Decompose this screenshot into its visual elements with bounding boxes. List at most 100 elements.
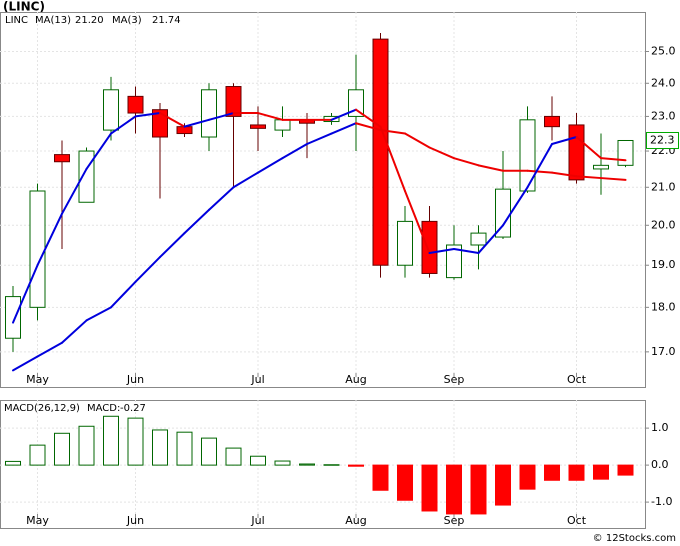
x-tick-label: Jun (126, 514, 144, 527)
ma-line-segment (159, 112, 186, 128)
x-tick-label: Jul (250, 373, 264, 386)
candle-body (54, 154, 70, 163)
chart-title: (LINC) (3, 0, 45, 14)
candle-body (593, 164, 609, 170)
ma-line-segment (208, 186, 235, 211)
y-tick-label: -1.0 (651, 495, 672, 508)
ma-line-segment (183, 208, 210, 235)
ma-line-segment (526, 169, 553, 174)
ma-line-segment (600, 177, 627, 181)
legend-value: 21.74 (152, 15, 181, 26)
ma-line-segment (428, 146, 455, 160)
ma-line-segment (12, 355, 39, 372)
legend-name: MA(13) (35, 15, 71, 26)
x-tick-label: Oct (567, 373, 587, 386)
legend-value: -0.27 (120, 403, 146, 414)
macd-bar (348, 464, 364, 467)
x-tick-label: Oct (567, 514, 587, 527)
candle-body (372, 38, 389, 266)
macd-bar (421, 464, 438, 512)
ma-line-segment (575, 175, 602, 180)
ma-line-segment (551, 171, 578, 178)
ma-line-segment (355, 108, 382, 128)
candle-body (397, 220, 413, 266)
ma-line-segment (159, 232, 186, 259)
y-tick-label: 17.0 (651, 345, 676, 358)
x-tick-label: May (26, 514, 49, 527)
macd-bar (103, 415, 119, 466)
macd-bar (299, 463, 315, 466)
macd-bar (544, 464, 560, 481)
ma-line-segment (477, 224, 504, 255)
x-tick-label: May (26, 373, 49, 386)
macd-bar (372, 464, 389, 491)
ma-line-segment (208, 112, 235, 121)
ma-line-segment (12, 264, 39, 324)
candle-body (201, 89, 217, 138)
ma-line-segment (134, 112, 161, 118)
y-tick-label: 18.0 (651, 300, 676, 313)
ma-line-segment (453, 157, 480, 167)
candle-body (5, 296, 21, 339)
ma-line-segment (330, 122, 357, 135)
ma-line-segment (477, 164, 504, 172)
ma-line-segment (85, 132, 112, 170)
y-tick-label: 21.0 (651, 180, 676, 193)
candle-body (225, 86, 242, 117)
ma-line-segment (110, 115, 137, 135)
candle-body (519, 119, 536, 192)
ma-line-segment (600, 157, 627, 162)
candle-body (250, 124, 266, 129)
macd-bar (250, 455, 266, 466)
candle-body (29, 190, 46, 308)
ma-line-segment (575, 136, 602, 160)
ma-line-segment (232, 171, 259, 189)
x-tick-label: Aug (345, 373, 366, 386)
x-tick-label: Sep (444, 514, 465, 527)
candle-body (470, 232, 487, 246)
ma-line-segment (257, 112, 284, 121)
macd-bar (323, 464, 340, 466)
ma-line-segment (61, 319, 88, 344)
candle-body (103, 89, 119, 131)
macd-bar (446, 464, 462, 515)
macd-bar (78, 425, 95, 466)
ma-line-segment (526, 142, 553, 189)
macd-bar (495, 464, 511, 506)
ma-line-segment (330, 108, 357, 121)
ma-line-segment (404, 189, 431, 255)
candle-body (176, 126, 193, 135)
candle-body (568, 124, 585, 181)
macd-bar (127, 417, 144, 466)
macd-bar (54, 432, 70, 466)
x-tick-label: Jul (250, 514, 264, 527)
ma-line-segment (404, 132, 431, 149)
ma-line-segment (36, 212, 63, 267)
macd-bar (29, 444, 46, 466)
ma-line-segment (306, 132, 333, 145)
x-tick-label: Sep (444, 373, 465, 386)
last-price-box (646, 131, 679, 149)
ma-line-segment (379, 129, 406, 135)
ma-line-segment (183, 118, 210, 128)
macd-bar (568, 464, 585, 481)
macd-bar (519, 464, 536, 490)
y-tick-label: 20.0 (651, 218, 676, 231)
legend-title: MACD(26,12,9) (4, 403, 80, 414)
candle-body (544, 115, 560, 128)
ma-line-segment (428, 248, 455, 255)
legend-name: MACD: (87, 403, 120, 414)
candle-body (127, 95, 144, 114)
candle-body (421, 220, 438, 274)
y-tick-label: 25.0 (651, 44, 676, 57)
credit: © 12Stocks.com (593, 533, 676, 544)
ma-line-segment (110, 280, 137, 309)
macd-bar (5, 460, 21, 466)
last-price-label: 22.3 (650, 133, 675, 146)
candle-body (274, 119, 291, 131)
candle-body (152, 109, 168, 138)
plot-area (0, 12, 646, 388)
macd-bar (593, 464, 609, 480)
macd-bar (274, 460, 291, 466)
